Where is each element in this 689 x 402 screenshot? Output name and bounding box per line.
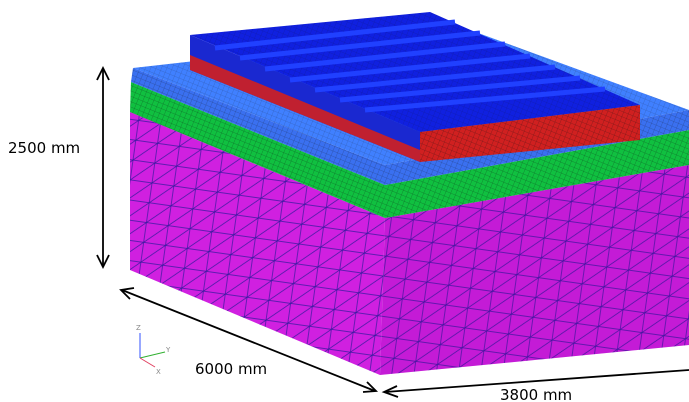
axis-triad bbox=[140, 333, 165, 367]
dimension-label: 6000 mm bbox=[195, 360, 267, 378]
dimension-label: 2500 mm bbox=[8, 139, 80, 157]
axis-label: X bbox=[156, 368, 161, 376]
mesh-figure: Z Y X 2500 mm 6000 mm 3800 mm bbox=[0, 0, 689, 402]
axis-label: Y bbox=[165, 346, 171, 354]
axis-label: Z bbox=[136, 324, 141, 332]
dimension-label: 3800 mm bbox=[500, 386, 572, 402]
